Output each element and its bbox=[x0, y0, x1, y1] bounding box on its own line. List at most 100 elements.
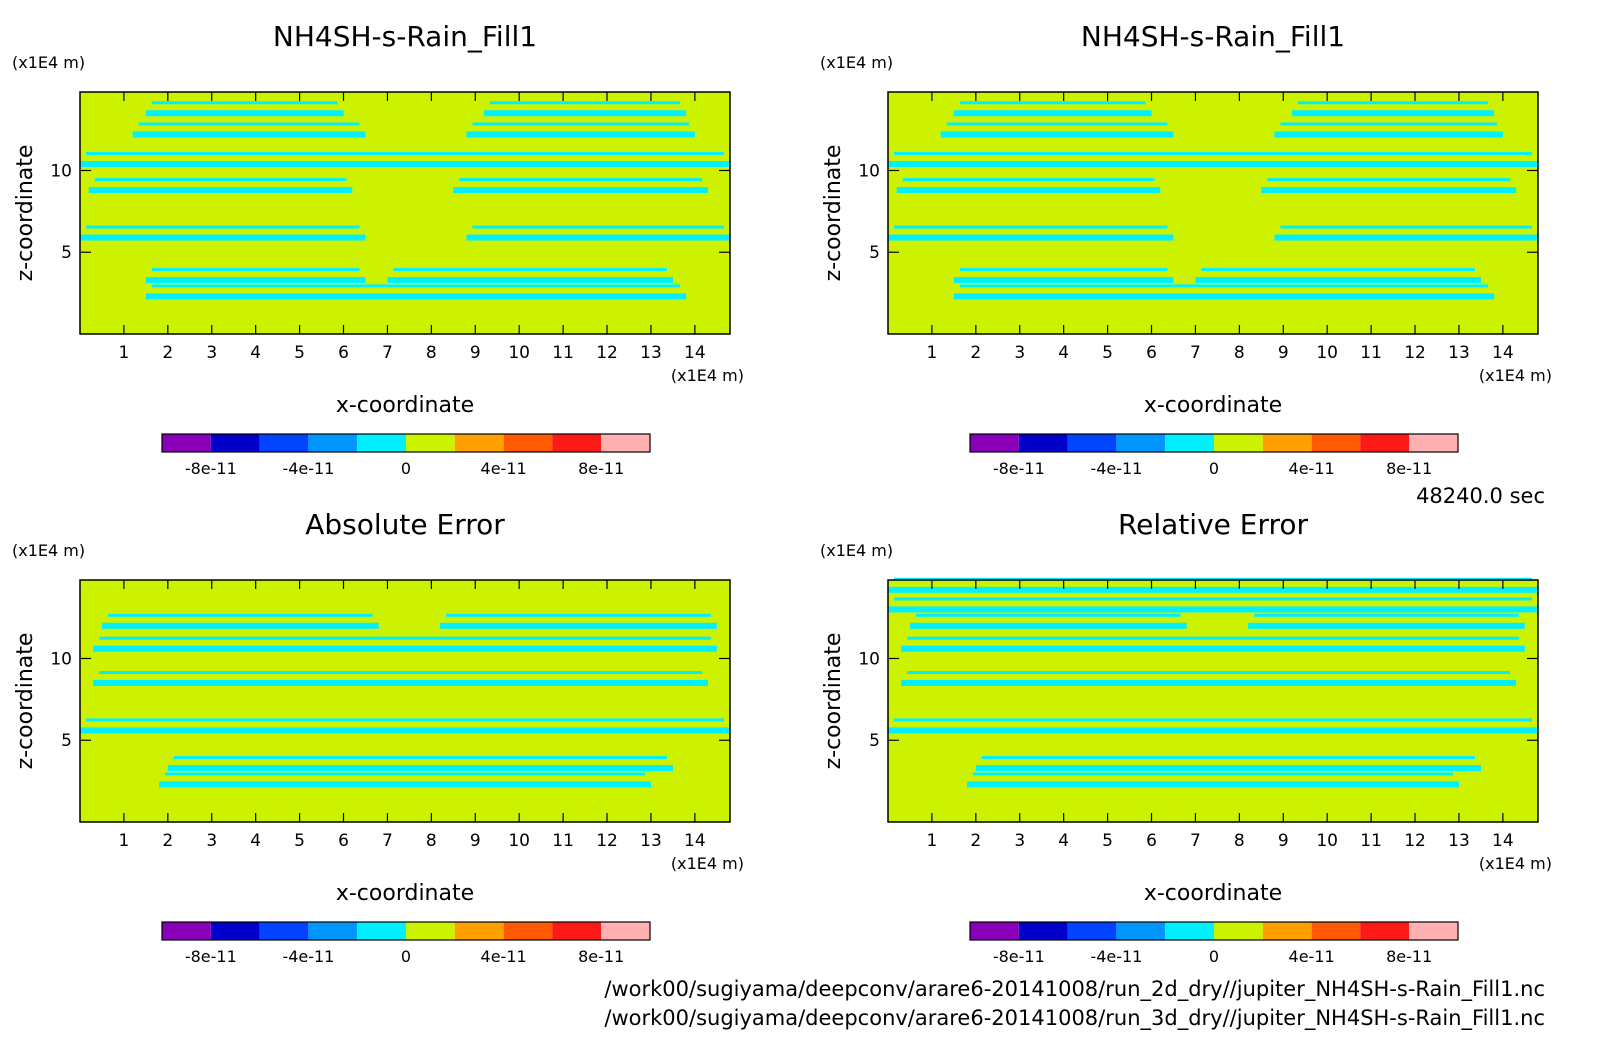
colorbar-swatch bbox=[1360, 922, 1410, 940]
x-axis-label: x-coordinate bbox=[1144, 881, 1282, 906]
contour-band-edge bbox=[165, 772, 645, 776]
x-tick-label: 2 bbox=[162, 343, 173, 363]
contour-band bbox=[888, 586, 1538, 593]
contour-band-edge bbox=[86, 151, 724, 155]
x-axis-label: x-coordinate bbox=[336, 393, 474, 418]
colorbar-swatch bbox=[1116, 434, 1166, 452]
contour-band bbox=[1261, 187, 1517, 194]
plot-frame bbox=[887, 91, 1539, 335]
x-tick-label: 11 bbox=[1360, 343, 1382, 363]
colorbar-tick-label: 0 bbox=[401, 459, 411, 478]
x-tick-label: 4 bbox=[250, 831, 261, 851]
plot-frame bbox=[887, 579, 1539, 823]
colorbar-swatch bbox=[454, 434, 504, 452]
contour-band bbox=[93, 680, 709, 687]
x-tick-label: 8 bbox=[426, 343, 437, 363]
x-tick-label: 7 bbox=[1190, 343, 1201, 363]
contour-band-edge bbox=[981, 756, 1475, 760]
z-tick-label: 5 bbox=[61, 243, 72, 263]
x-tick-label: 9 bbox=[470, 831, 481, 851]
x-axis: 1 2 3 4 5 6 7 8 9 10 11 12 13 14(x1E4 m)x-coordinate bbox=[119, 92, 744, 418]
colorbar: -8e-11 -4e-11 0 4e-11 8e-11 bbox=[969, 921, 1459, 966]
x-unit-label: (x1E4 m) bbox=[671, 366, 744, 385]
x-tick-label: 3 bbox=[1014, 343, 1025, 363]
contour-band bbox=[484, 110, 687, 117]
contour-band bbox=[132, 131, 366, 138]
contour-band-edge bbox=[959, 268, 1168, 272]
x-tick-label: 6 bbox=[338, 831, 349, 851]
z-axis-label: z-coordinate bbox=[821, 145, 846, 282]
contour-band-edge bbox=[490, 101, 681, 105]
x-tick-label: 11 bbox=[552, 343, 574, 363]
z-tick-label: 10 bbox=[858, 649, 880, 669]
file-path-2: /work00/sugiyama/deepconv/arare6-2014100… bbox=[604, 1006, 1545, 1031]
contour-band-edge bbox=[472, 225, 724, 229]
contour-band bbox=[953, 293, 1495, 300]
x-tick-label: 13 bbox=[640, 831, 662, 851]
contour-band bbox=[88, 187, 353, 194]
panel-2: NH4SH-s-Rain_Fill1(x1E4 m)1 2 3 4 5 6 7 8 9 10 11 1… bbox=[820, 20, 1552, 478]
z-tick-label: 10 bbox=[858, 161, 880, 181]
contour-band-edge bbox=[894, 718, 1532, 722]
x-tick-label: 8 bbox=[1234, 831, 1245, 851]
x-tick-label: 12 bbox=[596, 343, 618, 363]
contour-band bbox=[387, 277, 673, 284]
contour-band-edge bbox=[894, 151, 1532, 155]
colorbar-swatch bbox=[162, 922, 211, 940]
x-tick-label: 7 bbox=[382, 831, 393, 851]
x-tick-label: 6 bbox=[1146, 343, 1157, 363]
colorbar-swatch bbox=[1409, 434, 1458, 452]
contour-band-edge bbox=[1280, 122, 1497, 126]
contour-band bbox=[975, 765, 1481, 772]
x-tick-label: 3 bbox=[206, 343, 217, 363]
colorbar-swatch bbox=[454, 922, 504, 940]
file-path-1: /work00/sugiyama/deepconv/arare6-2014100… bbox=[604, 977, 1545, 1002]
colorbar-tick-label: -8e-11 bbox=[185, 947, 237, 966]
colorbar-frame bbox=[161, 921, 651, 941]
colorbar-swatch bbox=[357, 922, 406, 940]
contour-band-edge bbox=[107, 613, 373, 617]
colorbar-swatch bbox=[162, 434, 211, 452]
colorbar-swatch bbox=[210, 922, 260, 940]
x-tick-label: 14 bbox=[684, 831, 706, 851]
contour-band-edge bbox=[1267, 178, 1511, 182]
panel-title: NH4SH-s-Rain_Fill1 bbox=[273, 20, 537, 53]
colorbar-swatch bbox=[210, 434, 260, 452]
x-tick-label: 1 bbox=[927, 831, 938, 851]
colorbar-tick-label: -8e-11 bbox=[993, 947, 1045, 966]
x-tick-label: 13 bbox=[1448, 343, 1470, 363]
panel-1: NH4SH-s-Rain_Fill1(x1E4 m)1 2 3 4 5 6 7 8 9 10 11 1… bbox=[12, 20, 744, 478]
contour-band bbox=[888, 160, 1538, 167]
contour-bands bbox=[888, 577, 1538, 788]
contour-band bbox=[953, 110, 1152, 117]
z-axis-label: z-coordinate bbox=[821, 633, 846, 770]
x-tick-label: 4 bbox=[250, 343, 261, 363]
colorbar-frame bbox=[969, 921, 1459, 941]
colorbar-swatch bbox=[259, 434, 309, 452]
colorbar-tick-label: 8e-11 bbox=[578, 459, 624, 478]
colorbar-swatch bbox=[259, 922, 309, 940]
x-tick-label: 2 bbox=[970, 343, 981, 363]
colorbar-swatch bbox=[357, 434, 406, 452]
colorbar-swatch bbox=[503, 434, 553, 452]
contour-band bbox=[80, 234, 366, 241]
contour-band-edge bbox=[1280, 225, 1532, 229]
x-tick-label: 3 bbox=[1014, 831, 1025, 851]
x-tick-label: 4 bbox=[1058, 343, 1069, 363]
colorbar-swatch bbox=[1409, 922, 1458, 940]
contour-band-edge bbox=[173, 756, 667, 760]
contour-band-edge bbox=[973, 772, 1453, 776]
x-tick-label: 13 bbox=[1448, 831, 1470, 851]
colorbar-swatch bbox=[1311, 922, 1361, 940]
x-tick-label: 9 bbox=[1278, 831, 1289, 851]
x-tick-label: 1 bbox=[119, 343, 130, 363]
z-tick-label: 5 bbox=[61, 731, 72, 751]
colorbar-tick-label: -4e-11 bbox=[1090, 459, 1142, 478]
colorbar-tick-label: 0 bbox=[1209, 947, 1219, 966]
x-tick-label: 7 bbox=[1190, 831, 1201, 851]
contour-band-edge bbox=[894, 225, 1168, 229]
contour-band bbox=[80, 727, 730, 734]
colorbar: -8e-11 -4e-11 0 4e-11 8e-11 bbox=[161, 433, 651, 478]
colorbar-swatch bbox=[970, 434, 1019, 452]
